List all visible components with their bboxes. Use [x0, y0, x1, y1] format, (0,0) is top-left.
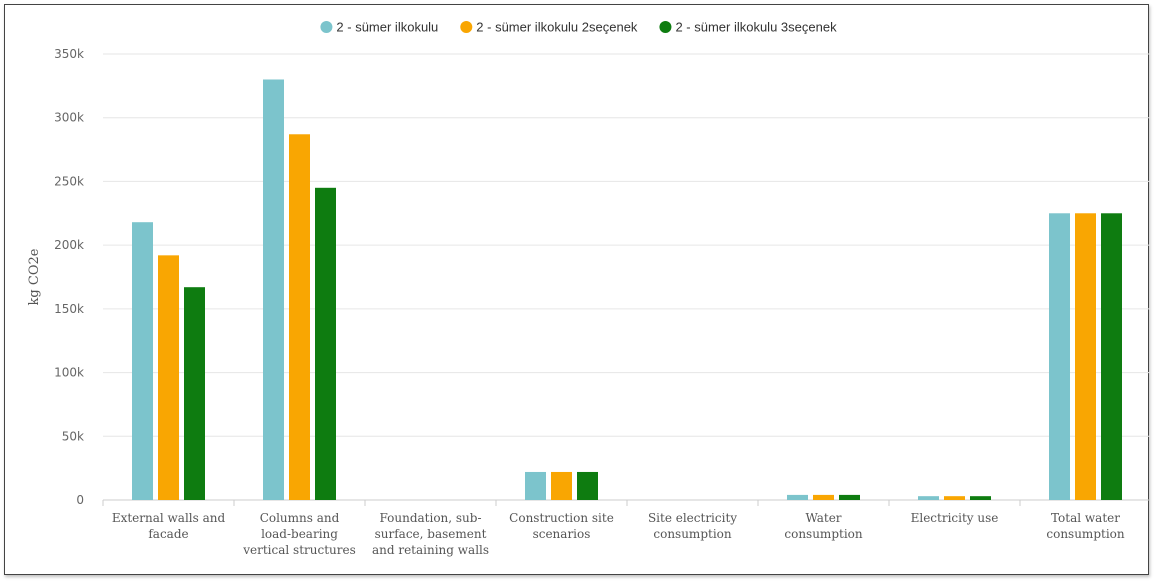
legend-swatch [460, 21, 473, 33]
bar[interactable] [577, 471, 598, 500]
legend-label: 2 - sümer ilkokulu 2seçenek [476, 20, 638, 35]
y-tick-label: 200k [54, 238, 84, 252]
legend-swatch [320, 21, 333, 33]
legend-swatch [659, 21, 672, 33]
y-tick-label: 0 [76, 493, 84, 507]
bar[interactable] [315, 187, 336, 501]
bar[interactable] [970, 496, 991, 500]
bar[interactable] [839, 494, 860, 500]
x-category-label: Electricity use [911, 511, 999, 525]
bar[interactable] [944, 496, 965, 500]
x-category-label: Foundation, sub-surface, basement and ret… [372, 511, 489, 557]
legend-item[interactable]: 2 - sümer ilkokulu 3seçenek [659, 20, 837, 35]
y-tick-label: 250k [54, 174, 84, 188]
bar[interactable] [918, 496, 939, 500]
y-axis-label: kg CO2e [27, 248, 42, 305]
y-tick-label: 300k [54, 111, 84, 125]
legend-label: 2 - sümer ilkokulu 3seçenek [675, 20, 837, 35]
x-axis: External walls and facade Columns and load-… [102, 500, 1125, 557]
bar[interactable] [184, 287, 205, 500]
x-category-label: Water consumption [784, 511, 863, 541]
chart-frame: 0 50k 100k 150k 200k 250k 300k 350k kg CO2e Ext… [4, 4, 1150, 575]
bar[interactable] [158, 255, 179, 500]
y-tick-label: 150k [54, 302, 84, 316]
legend[interactable]: 2 - sümer ilkokulu 2 - sümer ilkokulu 2se… [320, 20, 837, 35]
x-category-label: Site electricity consumption [648, 511, 737, 541]
bar[interactable] [525, 471, 546, 500]
y-axis: 0 50k 100k 150k 200k 250k 300k 350k [54, 47, 84, 507]
bar[interactable] [263, 79, 284, 500]
bar[interactable] [289, 134, 310, 500]
bar[interactable] [813, 494, 834, 500]
y-tick-label: 350k [54, 47, 84, 61]
bar[interactable] [787, 494, 808, 500]
bars [132, 79, 1122, 501]
y-tick-label: 50k [62, 429, 84, 443]
bar[interactable] [1101, 213, 1122, 501]
legend-item[interactable]: 2 - sümer ilkokulu 2seçenek [460, 20, 638, 35]
gridlines [103, 53, 1150, 501]
x-category-label: Total water consumption [1046, 511, 1125, 541]
bar-chart: 0 50k 100k 150k 200k 250k 300k 350k kg CO2e Ext… [27, 20, 1150, 557]
legend-item[interactable]: 2 - sümer ilkokulu [320, 20, 438, 35]
x-category-label: External walls and facade [112, 511, 226, 541]
bar[interactable] [551, 471, 572, 500]
bar[interactable] [132, 222, 153, 500]
legend-label: 2 - sümer ilkokulu [336, 20, 438, 35]
x-category-label: Columns and load-bearing vertical structur… [242, 511, 356, 557]
y-tick-label: 100k [54, 366, 84, 380]
bar[interactable] [1075, 213, 1096, 501]
bar[interactable] [1049, 213, 1070, 501]
x-category-label: Construction site scenarios [509, 511, 614, 541]
